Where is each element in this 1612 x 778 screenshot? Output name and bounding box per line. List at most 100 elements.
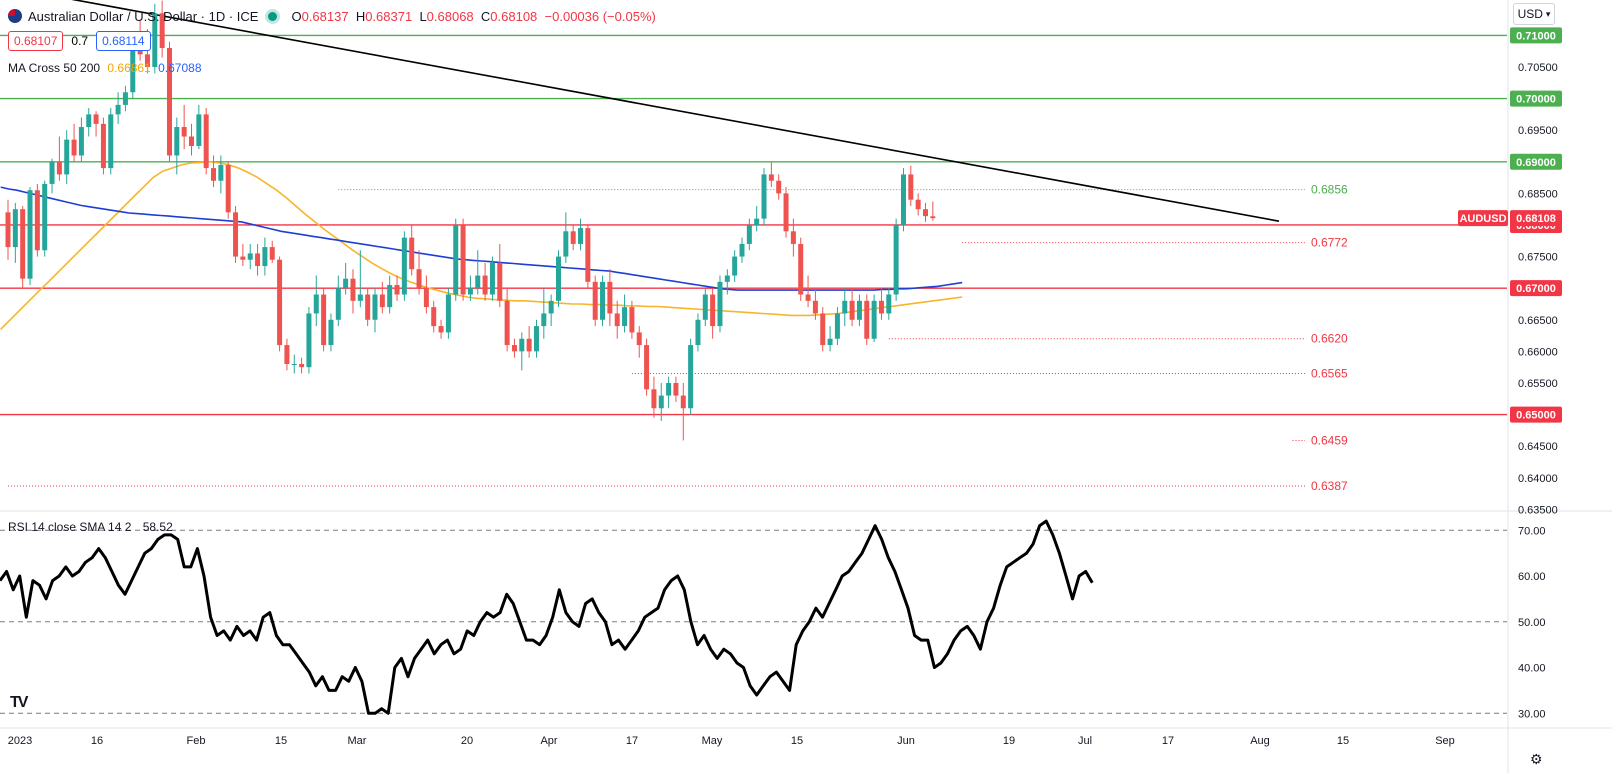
candle xyxy=(482,262,488,301)
candle xyxy=(394,275,400,301)
candle xyxy=(357,250,363,308)
candle xyxy=(893,218,899,301)
rsi-legend[interactable]: RSI 14 close SMA 14 2 58.52 xyxy=(8,520,173,534)
candle-body xyxy=(42,183,48,251)
close-value: 0.68108 xyxy=(490,8,538,24)
candle-body xyxy=(475,275,481,289)
ohlc-values: O0.68137 H0.68371 L0.68068 C0.68108 −0.0… xyxy=(291,9,655,24)
candle-body xyxy=(233,212,239,257)
time-tick-label: May xyxy=(702,735,723,747)
candle-body xyxy=(189,136,194,146)
candle-body xyxy=(717,281,723,327)
candle-body xyxy=(563,231,569,257)
market-status-icon xyxy=(268,11,278,21)
candle xyxy=(431,300,437,333)
candle-body xyxy=(394,285,400,295)
ma-cross-legend[interactable]: MA Cross 50 200 0.66861 0.67088 xyxy=(8,61,202,75)
candle xyxy=(556,250,561,308)
candle xyxy=(614,300,620,339)
time-tick-label: Jun xyxy=(897,735,915,747)
candle-body xyxy=(519,338,525,352)
ma200-line xyxy=(0,186,963,291)
candle xyxy=(497,243,503,308)
candle xyxy=(878,288,884,320)
dotted-level-label: 0.6772 xyxy=(1311,236,1348,250)
bid-ask-row: 0.68107 0.7 0.68114 xyxy=(8,31,151,51)
candle xyxy=(211,155,217,188)
currency-button[interactable]: USD ▾ xyxy=(1513,3,1555,25)
candle-body xyxy=(570,231,576,244)
candle-body xyxy=(695,319,701,346)
level-price-label: 0.70000 xyxy=(1516,94,1556,106)
candle xyxy=(42,180,48,257)
candle-body xyxy=(203,114,209,169)
price-tick-label: 0.69500 xyxy=(1518,125,1558,137)
candle xyxy=(600,275,606,327)
gear-icon[interactable]: ⚙ xyxy=(1530,751,1543,767)
candle-body xyxy=(372,294,378,320)
candle-body xyxy=(321,294,327,346)
candle xyxy=(416,250,422,295)
candle xyxy=(622,294,628,333)
candle-body xyxy=(541,313,547,327)
candle xyxy=(284,338,290,371)
candle-body xyxy=(710,294,716,327)
candle-body xyxy=(482,275,488,295)
candle-body xyxy=(754,218,760,225)
candle-body xyxy=(680,395,686,409)
candle xyxy=(49,158,55,194)
candle xyxy=(475,250,481,295)
rsi-line xyxy=(0,519,1094,715)
candle xyxy=(827,326,833,352)
candle-body xyxy=(108,114,114,169)
candle xyxy=(321,288,327,352)
candle-body xyxy=(291,364,297,366)
time-tick-label: 15 xyxy=(1337,735,1349,747)
candle xyxy=(923,202,928,222)
price-tick-label: 0.66000 xyxy=(1518,346,1558,358)
candle xyxy=(541,288,547,339)
level-price-label: 0.65000 xyxy=(1516,410,1556,422)
candle xyxy=(438,319,444,339)
candle-body xyxy=(886,294,892,314)
sell-price-button[interactable]: 0.68107 xyxy=(8,31,64,51)
candle-body xyxy=(365,294,371,320)
candle xyxy=(71,123,77,162)
dotted-level-label: 0.6856 xyxy=(1311,183,1348,197)
candle-body xyxy=(923,209,928,217)
candle-body xyxy=(445,294,451,333)
candle xyxy=(585,224,591,289)
candle xyxy=(78,117,84,162)
symbol-header[interactable]: Australian Dollar / U.S. Dollar · 1D · I… xyxy=(8,6,656,26)
candle xyxy=(754,206,760,232)
candle-body xyxy=(651,389,657,409)
time-tick-label: 19 xyxy=(1003,735,1015,747)
candle xyxy=(864,294,870,346)
candle-body xyxy=(666,382,672,396)
candle xyxy=(886,288,892,320)
candle xyxy=(871,294,877,342)
candle xyxy=(218,155,224,194)
symbol-title[interactable]: Australian Dollar / U.S. Dollar · 1D · I… xyxy=(28,8,259,24)
rsi-label: RSI 14 close SMA 14 2 xyxy=(8,520,132,534)
candle-body xyxy=(827,338,833,346)
candle xyxy=(100,117,106,175)
candle-body xyxy=(431,307,437,327)
candle xyxy=(504,288,510,352)
candle-body xyxy=(842,300,848,314)
candle-body xyxy=(211,168,217,181)
candle-body xyxy=(5,212,11,248)
candle-body xyxy=(908,174,914,200)
candle xyxy=(856,294,862,327)
candle xyxy=(233,206,239,263)
buy-price-button[interactable]: 0.68114 xyxy=(96,31,151,51)
candle-body xyxy=(181,127,187,137)
candle xyxy=(710,288,716,339)
candle-body xyxy=(900,174,906,225)
level-price-label: 0.67000 xyxy=(1516,283,1556,295)
candle xyxy=(159,0,165,58)
price-tick-label: 0.70500 xyxy=(1518,62,1558,74)
candle xyxy=(820,307,826,352)
candle-body xyxy=(387,285,393,308)
